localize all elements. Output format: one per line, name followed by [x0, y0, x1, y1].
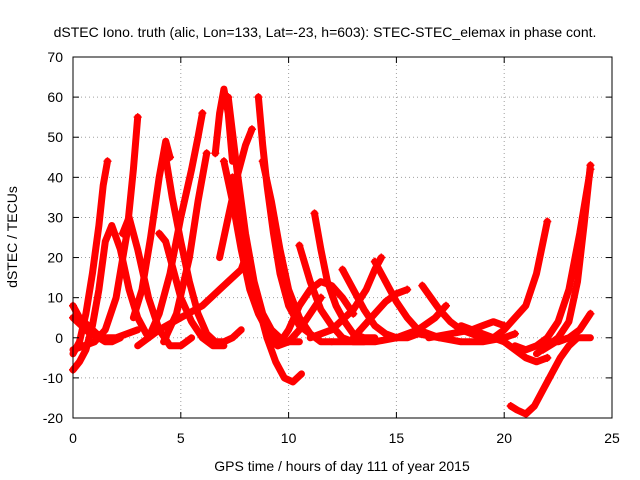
plus-marker [219, 157, 228, 166]
series-line [69, 113, 142, 354]
plus-marker [133, 113, 142, 122]
x-tick-label: 10 [281, 430, 297, 446]
plus-marker [254, 93, 263, 102]
plus-marker [586, 309, 595, 318]
x-tick-label: 5 [177, 430, 185, 446]
series-line [119, 213, 196, 350]
plus-marker [543, 217, 552, 226]
plus-marker [228, 173, 237, 182]
plot-frame [72, 56, 613, 419]
y-tick-label: -10 [43, 370, 63, 386]
x-tick-label: 25 [604, 430, 620, 446]
plus-marker [295, 241, 304, 250]
plus-marker [338, 265, 347, 274]
chart-title: dSTEC Iono. truth (alic, Lon=133, Lat=-2… [54, 24, 597, 40]
series-line [69, 222, 150, 374]
series-arc-29 [418, 281, 487, 342]
series-arc-17 [228, 173, 305, 386]
series-arc-19 [258, 157, 336, 346]
x-tick-label: 0 [69, 430, 77, 446]
series-arc-16 [216, 125, 256, 262]
y-tick-label: 70 [47, 49, 63, 65]
series-line [162, 153, 245, 346]
x-axis-label: GPS time / hours of day 111 of year 2015 [214, 458, 470, 474]
plus-marker [403, 285, 412, 294]
series-line [392, 330, 519, 346]
plus-marker [155, 229, 164, 238]
series-line [254, 93, 314, 338]
plus-marker [211, 149, 220, 158]
series-line [507, 334, 581, 418]
series-arc-27 [349, 285, 412, 342]
plus-marker [224, 93, 233, 102]
series-arc-18 [254, 93, 314, 338]
series-line [259, 157, 336, 346]
plus-marker [258, 157, 267, 166]
axis-ticks: 0 5 10 15 20 25 -20 -10 0 10 20 30 40 50 60 70 [43, 49, 620, 446]
plus-marker [118, 229, 127, 238]
series-arc-34 [506, 334, 581, 418]
series-arc-04 [69, 113, 142, 354]
y-axis-label: dSTEC / TECUs [4, 186, 20, 288]
series-arc-06 [118, 213, 196, 350]
plus-marker [202, 149, 211, 158]
x-tick-label: 20 [496, 430, 512, 446]
y-tick-label: 10 [47, 290, 63, 306]
plus-marker [161, 153, 170, 162]
series-arc-22 [310, 209, 379, 342]
plus-marker [586, 165, 595, 174]
y-tick-label: 0 [55, 330, 63, 346]
series-arc-30 [392, 329, 519, 346]
y-tick-label: 40 [47, 169, 63, 185]
plus-marker [510, 329, 519, 338]
series-arc-38 [539, 334, 594, 354]
series-line [69, 302, 142, 342]
plus-marker [310, 209, 319, 218]
series-arc-36 [511, 165, 595, 354]
series-line [457, 322, 551, 366]
series-line [489, 218, 551, 342]
series-line [418, 282, 487, 342]
series-line [349, 286, 411, 342]
series-arc-32 [457, 322, 552, 366]
series-line [425, 318, 508, 342]
series-line [129, 137, 174, 322]
y-tick-label: 60 [47, 89, 63, 105]
data-series [69, 85, 595, 418]
series-line [539, 334, 594, 354]
y-tick-label: 50 [47, 129, 63, 145]
series-arc-09 [145, 109, 207, 342]
y-tick-label: 20 [47, 250, 63, 266]
plus-marker [418, 281, 427, 290]
plus-marker [198, 109, 207, 118]
series-arc-01 [69, 157, 112, 358]
series-line [145, 109, 206, 342]
series-line [216, 125, 256, 262]
x-tick-label: 15 [389, 430, 405, 446]
plus-marker [377, 253, 386, 262]
series-line [274, 278, 357, 350]
series-line [511, 165, 594, 354]
plus-marker [539, 345, 548, 354]
plus-marker [370, 257, 379, 266]
plus-marker [103, 157, 112, 166]
series-arc-10 [161, 153, 245, 346]
plus-marker [247, 125, 256, 134]
y-tick-label: 30 [47, 209, 63, 225]
plus-marker [441, 301, 450, 310]
plus-marker [543, 353, 552, 362]
series-line [69, 157, 111, 358]
y-tick-label: -20 [43, 410, 63, 426]
series-arc-08 [155, 229, 228, 350]
series-arc-33 [489, 217, 552, 342]
series-line [134, 254, 249, 350]
plus-marker [506, 401, 515, 410]
series-arc-26 [370, 257, 454, 342]
series-line [311, 209, 379, 342]
series-line [155, 230, 228, 350]
